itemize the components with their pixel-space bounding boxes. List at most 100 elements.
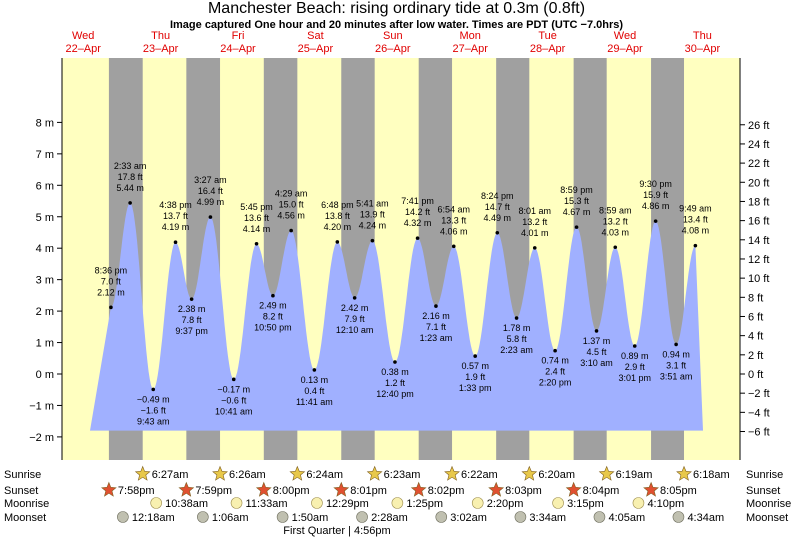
left-tick-label: 8 m	[36, 117, 54, 129]
day-name: Sun	[383, 30, 403, 42]
day-name: Wed	[72, 30, 94, 42]
tide-label-height: 4.14 m	[243, 224, 271, 234]
tide-point	[653, 219, 658, 223]
tide-label-ft: 4.5 ft	[587, 347, 608, 357]
sunrise-time: 6:26am	[229, 469, 266, 481]
sunset-time: 7:58pm	[118, 485, 155, 497]
tide-label-height: 1.78 m	[503, 323, 531, 333]
moonrise-time: 1:25pm	[406, 498, 443, 510]
tide-label-ft: −1.6 ft	[141, 405, 167, 415]
tide-point	[451, 244, 456, 249]
left-tick-label: 1 m	[36, 338, 54, 350]
right-tick-label: −4 ft	[748, 407, 770, 419]
tide-label-height: 5.44 m	[116, 183, 144, 193]
sunrise-row-label-left: Sunrise	[4, 469, 41, 481]
tide-point	[674, 342, 678, 347]
tide-label-ft: 13.9 ft	[360, 210, 386, 220]
tide-label-time: 3:51 am	[660, 371, 693, 381]
moonset-icon	[117, 511, 129, 523]
tide-point	[312, 368, 317, 372]
tide-point	[289, 228, 293, 233]
tide-point	[208, 215, 213, 219]
right-tick-label: 8 ft	[748, 292, 763, 304]
day-date: 26–Apr	[375, 43, 411, 55]
tide-label-ft: 15.0 ft	[279, 200, 305, 210]
tide-point	[415, 236, 420, 240]
moonset-time: 1:06am	[212, 512, 249, 524]
tide-label-time: 9:43 am	[137, 416, 170, 426]
tide-label-ft: 13.8 ft	[325, 211, 351, 221]
left-tick-label: 5 m	[36, 212, 54, 224]
day-name: Wed	[614, 30, 636, 42]
moonset-time: 3:02am	[450, 512, 487, 524]
tide-label-time: 5:45 pm	[240, 202, 273, 212]
day-date: 27–Apr	[452, 43, 488, 55]
sunrise-time: 6:22am	[461, 469, 498, 481]
sunset-icon	[410, 481, 427, 497]
tide-point	[532, 246, 537, 250]
tide-label-time: 9:30 pm	[639, 179, 672, 189]
left-tick-label: 6 m	[36, 180, 54, 192]
sunset-time: 7:59pm	[195, 485, 232, 497]
right-tick-label: 4 ft	[748, 331, 763, 343]
sunrise-icon	[444, 465, 460, 481]
tide-label-height: 2.42 m	[341, 303, 369, 313]
tide-label-time: 8:36 pm	[95, 265, 128, 275]
tide-label-height: 4.86 m	[642, 201, 670, 211]
right-tick-label: 22 ft	[748, 158, 769, 170]
left-tick-label: 2 m	[36, 306, 54, 318]
tide-label-time: 8:59 pm	[560, 185, 593, 195]
tide-label-time: 2:23 am	[500, 345, 533, 355]
sunrise-time: 6:20am	[538, 469, 575, 481]
tide-label-time: 8:24 pm	[481, 191, 514, 201]
day-name: Mon	[459, 30, 480, 42]
sunset-icon	[178, 481, 195, 497]
right-tick-label: 18 ft	[748, 196, 769, 208]
tide-label-ft: 13.3 ft	[441, 215, 467, 225]
tide-label-ft: 2.9 ft	[625, 362, 646, 372]
tide-label-time: 1:23 am	[420, 333, 453, 343]
tide-point	[613, 245, 618, 250]
tide-label-height: 0.57 m	[461, 361, 489, 371]
tide-label-height: 4.20 m	[324, 222, 352, 232]
tide-point	[574, 225, 579, 229]
moonset-icon	[435, 511, 448, 523]
moonset-time: 12:18am	[132, 512, 175, 524]
sunrise-icon	[212, 465, 228, 481]
right-tick-label: 10 ft	[748, 273, 769, 285]
tide-label-ft: 7.0 ft	[101, 276, 122, 286]
tide-label-time: 12:40 pm	[376, 389, 414, 399]
sunrise-time: 6:23am	[384, 469, 421, 481]
tide-curve-layer	[90, 202, 703, 431]
tide-label-time: 1:33 pm	[459, 383, 492, 393]
tide-label-height: 4.49 m	[484, 213, 512, 223]
tide-label-height: 4.56 m	[277, 211, 305, 221]
tide-label-time: 7:41 pm	[401, 196, 434, 206]
sunset-time: 8:03pm	[505, 485, 542, 497]
tide-label-height: 4.67 m	[563, 207, 591, 217]
tide-label-ft: 14.2 ft	[405, 207, 431, 217]
day-name: Tue	[538, 30, 557, 42]
left-tick-label: 4 m	[36, 243, 54, 255]
moonset-row-label-left: Moonset	[4, 512, 46, 524]
tide-label-time: 3:01 pm	[618, 373, 651, 383]
tide-label-height: 2.16 m	[422, 311, 450, 321]
tide-label-time: 8:01 am	[518, 206, 551, 216]
right-tick-label: −2 ft	[748, 388, 770, 400]
sunrise-time: 6:18am	[693, 469, 730, 481]
sunset-row-label-left: Sunset	[4, 485, 38, 497]
moonrise-time: 11:33am	[246, 498, 288, 510]
tide-label-time: 9:49 am	[679, 204, 712, 214]
right-tick-label: 24 ft	[748, 139, 769, 151]
tide-label-height: 4.24 m	[359, 221, 387, 231]
day-date: 30–Apr	[685, 43, 721, 55]
tide-label-ft: 0.4 ft	[304, 386, 325, 396]
sunset-icon	[333, 481, 350, 497]
tide-point	[231, 377, 236, 382]
tide-point	[514, 316, 519, 320]
tide-label-time: 2:33 am	[114, 161, 147, 171]
tide-label-ft: 15.9 ft	[643, 190, 669, 200]
tide-label-ft: 7.9 ft	[345, 314, 366, 324]
tide-label-height: 2.12 m	[97, 287, 125, 297]
